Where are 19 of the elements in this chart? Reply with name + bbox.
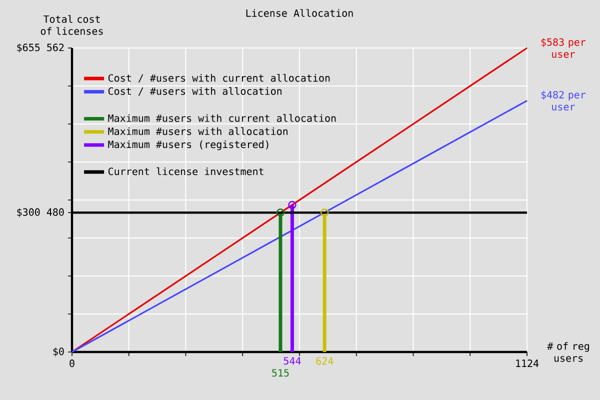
y-tick-label: $0 xyxy=(53,347,64,357)
annotation: $583 per user xyxy=(541,38,586,58)
x-axis-title: # of reg users xyxy=(547,342,589,362)
y-tick-label: $300 480 xyxy=(17,208,64,218)
x-tick-label: 0 xyxy=(70,360,74,368)
legend-label: Current license investment xyxy=(108,167,264,176)
chart-title: License Allocation xyxy=(246,9,353,17)
annotation: 544 xyxy=(284,357,301,365)
annotation: 515 xyxy=(272,369,289,377)
annotation: $482 per user xyxy=(541,90,586,111)
legend-label: Maximum #users (registered) xyxy=(108,140,268,150)
y-axis-title: Total cost of licenses xyxy=(40,15,103,35)
legend-label: Cost / #users with current allocation xyxy=(108,74,330,83)
annotation: 624 xyxy=(316,357,334,365)
legend-label: Maximum #users with allocation xyxy=(108,127,288,136)
legend-label: Maximum #users with current allocation xyxy=(108,114,336,122)
x-tick-label: 1124 xyxy=(516,360,539,367)
legend-label: Cost / #users with allocation xyxy=(108,87,282,96)
y-tick-label: $655 562 xyxy=(17,43,64,53)
